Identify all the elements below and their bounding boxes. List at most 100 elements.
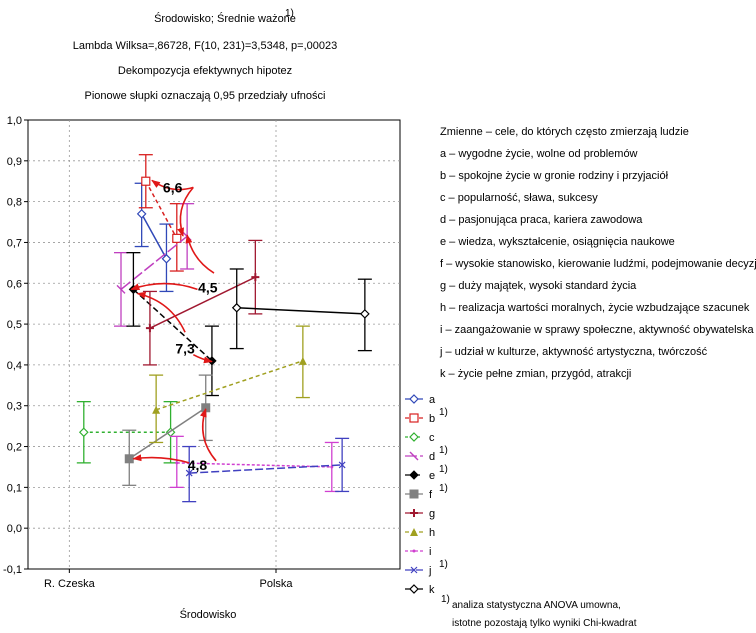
y-tick-label: 0,6: [7, 278, 22, 290]
y-tick-label: -0,1: [3, 564, 22, 576]
series-line-h: [155, 360, 304, 411]
y-tick-label: 0,7: [7, 237, 22, 249]
explanation-item-i: i – zaangażowanie w sprawy społeczne, ak…: [440, 324, 755, 336]
legend-footnote-mark: 1): [439, 464, 448, 475]
legend-label: e: [429, 470, 435, 482]
data-point-c: [78, 427, 89, 438]
series-h: [149, 325, 310, 444]
y-tick-label: 0,4: [7, 360, 22, 372]
series-group: [76, 154, 372, 503]
legend-label: f: [429, 489, 433, 501]
y-axis: -0,1 0,0 0,1 0,2 0,3 0,4 0,5 0,6 0,7 0,8 0,9 1,0: [3, 115, 28, 576]
grid: [28, 120, 400, 569]
series-line-f: [128, 407, 207, 460]
y-tick-label: 0,2: [7, 442, 22, 454]
data-point-k: [360, 309, 370, 319]
series-line-e: [132, 288, 213, 362]
data-point-d: [116, 284, 126, 294]
annotation-label: 6,6: [163, 179, 183, 195]
data-point-f: [124, 454, 134, 464]
x-tick-label: Polska: [259, 578, 293, 590]
annotation-label: 7,3: [175, 341, 195, 357]
chart-title: Środowisko; Średnie ważone: [154, 12, 296, 25]
legend-swatch-marker: [409, 432, 419, 442]
legend-swatch-marker: [409, 451, 419, 461]
series-a: [134, 182, 174, 293]
legend-item-j: j 1): [405, 559, 448, 577]
arrow-group: [130, 179, 217, 464]
legend-swatch-marker: [410, 566, 418, 574]
legend-item-h: h: [405, 527, 435, 539]
series-c: [76, 400, 178, 464]
significance-arrow: [185, 234, 215, 274]
significance-arrow: [199, 408, 217, 462]
series-g: [142, 239, 263, 366]
series-j: [182, 437, 350, 503]
data-point-g: [251, 273, 260, 282]
data-point-a: [161, 253, 172, 264]
chart-subtitle-line-2: Dekompozycja efektywnych hipotez: [118, 65, 292, 77]
plot-frame: [27, 119, 401, 570]
data-point-j: [185, 469, 193, 477]
title-footnote-mark: 1): [285, 8, 294, 19]
legend-item-f: f 1): [405, 483, 448, 501]
data-point-a: [136, 209, 147, 219]
series-line-d: [120, 235, 188, 290]
legend-item-e: e 1): [405, 464, 448, 482]
data-point-g: [145, 324, 154, 333]
series-line-a: [141, 213, 168, 260]
legend-label: j: [428, 565, 431, 577]
y-tick-label: 0,1: [7, 482, 22, 494]
legend-footnote-mark: 1): [439, 407, 448, 418]
x-axis: R. Czeska Polska: [44, 569, 293, 590]
y-tick-label: 0,9: [7, 156, 22, 168]
legend-label: b: [429, 413, 435, 425]
y-tick-label: 0,0: [7, 523, 22, 535]
significance-arrow: [136, 291, 186, 333]
legend-item-a: a: [405, 394, 436, 406]
legend-swatch-marker: [410, 528, 418, 536]
x-axis-label: Środowisko: [180, 608, 237, 621]
variable-explanation: Zmienne – cele, do których często zmierz…: [439, 126, 756, 380]
data-point-b: [141, 176, 151, 186]
footnote-line-2: istotne pozostają tylko wyniki Chi-kwadr…: [452, 618, 637, 629]
data-point-i: [330, 465, 334, 469]
y-tick-label: 1,0: [7, 115, 22, 127]
series-line-j: [189, 464, 343, 474]
explanation-header: Zmienne – cele, do których często zmierz…: [440, 126, 689, 138]
series-k: [229, 268, 372, 352]
chart-subtitle-line-1: Lambda Wilksa=,86728, F(10, 231)=3,5348,…: [73, 40, 338, 52]
series-b: [138, 154, 184, 272]
significance-arrow: [130, 282, 198, 291]
explanation-item-d: d – pasjonująca praca, kariera zawodowa: [440, 214, 643, 226]
explanation-item-b: b – spokojne życie w gronie rodziny i pr…: [440, 170, 669, 182]
series-line-g: [149, 276, 256, 329]
legend-swatch-marker: [409, 470, 419, 480]
annotation-group: 6,6 4,5 7,3 4,8: [163, 179, 218, 473]
explanation-item-j: j – udział w kulturze, aktywność artysty…: [439, 346, 708, 358]
series-line-b: [145, 180, 178, 239]
footnote-mark: 1): [441, 594, 450, 605]
legend-swatch-marker: [409, 584, 419, 594]
series-i: [169, 435, 339, 493]
legend-item-b: b 1): [405, 407, 448, 425]
annotation-label: 4,5: [198, 279, 218, 295]
footnote-line-1: analiza statystyczna ANOVA umowna,: [452, 600, 621, 611]
data-point-b: [172, 233, 182, 243]
y-tick-label: 0,5: [7, 319, 22, 331]
y-tick-label: 0,3: [7, 401, 22, 413]
series-f: [122, 374, 213, 486]
legend-label: g: [429, 508, 435, 520]
legend-item-g: g: [405, 508, 435, 520]
legend-item-i: i: [405, 546, 431, 558]
data-point-j: [338, 461, 346, 469]
legend-footnote-mark: 1): [439, 445, 448, 456]
series-line-i: [176, 462, 332, 468]
legend-label: a: [429, 394, 436, 406]
significance-arrow: [151, 179, 194, 191]
explanation-item-a: a – wygodne życie, wolne od problemów: [440, 148, 638, 160]
explanation-item-f: f – wysokie stanowisko, kierowanie ludźm…: [440, 258, 756, 270]
significance-arrow: [192, 354, 213, 364]
legend-footnote-mark: 1): [439, 559, 448, 570]
